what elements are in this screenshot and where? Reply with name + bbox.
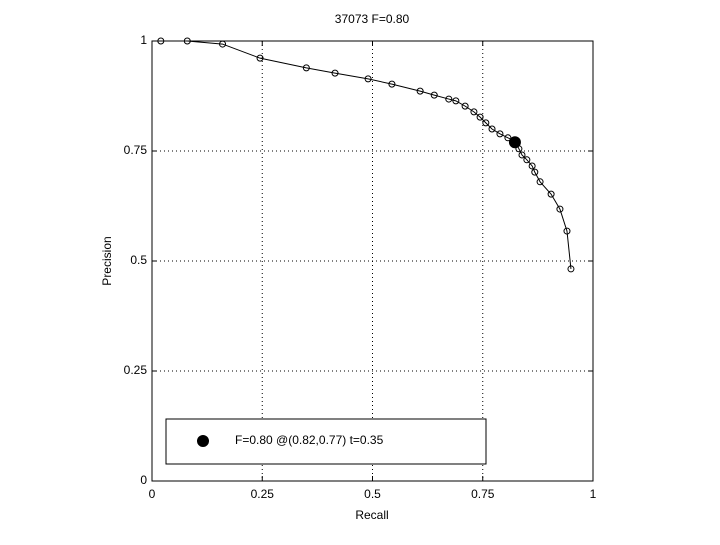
- point-marker: [523, 156, 531, 164]
- point-marker: [528, 162, 536, 170]
- point-marker: [364, 75, 372, 83]
- point-marker: [496, 130, 504, 138]
- x-tick-label: 0.5: [364, 487, 381, 501]
- point-marker: [452, 97, 460, 105]
- y-tick-label: 1: [140, 33, 147, 47]
- x-tick-label: 1: [590, 487, 597, 501]
- point-marker: [567, 265, 575, 273]
- y-tick-label: 0: [140, 473, 147, 487]
- y-tick-label: 0.75: [124, 143, 148, 157]
- legend-label: F=0.80 @(0.82,0.77) t=0.35: [235, 433, 384, 447]
- curve: [160, 40, 572, 269]
- point-marker: [219, 40, 227, 48]
- point-marker: [157, 37, 165, 45]
- plot-frame: [151, 40, 594, 482]
- y-tick-label: 0.25: [124, 363, 148, 377]
- best-point: [508, 136, 521, 149]
- chart-title: 37073 F=0.80: [335, 12, 410, 26]
- x-axis-label: Recall: [355, 508, 388, 522]
- point-marker: [547, 190, 555, 198]
- x-tick-label: 0: [149, 487, 156, 501]
- point-marker: [470, 108, 478, 116]
- point-marker: [476, 113, 484, 121]
- point-marker: [388, 80, 396, 88]
- point-marker: [518, 151, 526, 159]
- x-tick-label: 0.75: [471, 487, 495, 501]
- point-marker: [556, 205, 564, 213]
- y-tick-label: 0.5: [130, 253, 147, 267]
- point-marker: [536, 178, 544, 186]
- point-marker: [416, 87, 424, 95]
- legend-box: [165, 418, 487, 465]
- point-marker: [302, 64, 310, 72]
- point-marker: [256, 54, 264, 62]
- point-marker: [488, 125, 496, 133]
- point-marker: [461, 102, 469, 110]
- point-marker: [331, 69, 339, 77]
- point-marker: [183, 37, 191, 45]
- point-marker: [430, 91, 438, 99]
- point-marker: [563, 227, 571, 235]
- point-marker: [445, 95, 453, 103]
- y-axis-label: Precision: [100, 236, 114, 285]
- point-marker: [531, 168, 539, 176]
- point-marker: [482, 119, 490, 127]
- legend-marker: [197, 435, 209, 447]
- x-tick-label: 0.25: [251, 487, 275, 501]
